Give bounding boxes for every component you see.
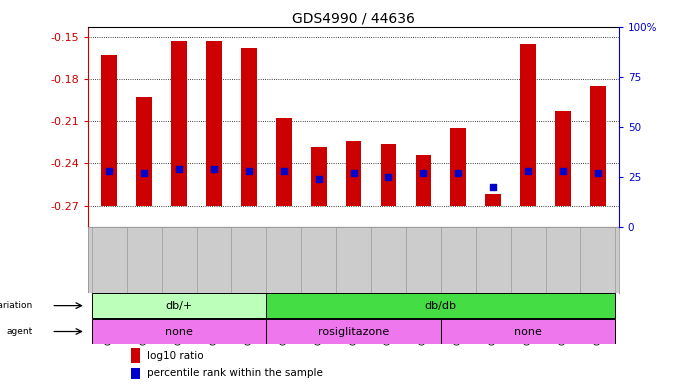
Point: [139, 170, 150, 176]
Point: [348, 170, 359, 176]
Text: db/db: db/db: [425, 301, 457, 311]
Bar: [131, 348, 140, 362]
Bar: [590, 86, 606, 206]
Title: GDS4990 / 44636: GDS4990 / 44636: [292, 12, 415, 26]
Bar: [311, 147, 326, 206]
Bar: [101, 55, 117, 206]
Text: rosiglitazone: rosiglitazone: [318, 326, 389, 336]
Point: [383, 174, 394, 180]
Text: db/+: db/+: [165, 301, 192, 311]
Bar: [137, 97, 152, 206]
Point: [209, 166, 220, 172]
Point: [592, 170, 603, 176]
Bar: [206, 41, 222, 206]
Bar: [520, 44, 536, 206]
Bar: [267, 293, 615, 318]
Bar: [267, 319, 441, 344]
Text: agent: agent: [6, 327, 33, 336]
Bar: [92, 319, 267, 344]
Point: [558, 168, 568, 174]
Text: none: none: [165, 326, 193, 336]
Point: [418, 170, 429, 176]
Bar: [276, 118, 292, 206]
Bar: [486, 194, 501, 206]
Bar: [450, 128, 466, 206]
Bar: [92, 293, 267, 318]
Point: [313, 176, 324, 182]
Point: [104, 168, 115, 174]
Bar: [241, 48, 257, 206]
Text: none: none: [514, 326, 542, 336]
Text: percentile rank within the sample: percentile rank within the sample: [147, 368, 322, 378]
Bar: [555, 111, 571, 206]
Bar: [171, 41, 187, 206]
Bar: [345, 141, 362, 206]
Point: [243, 168, 254, 174]
Point: [523, 168, 534, 174]
Point: [488, 184, 498, 190]
Text: genotype/variation: genotype/variation: [0, 301, 33, 310]
Bar: [381, 144, 396, 206]
Bar: [131, 368, 140, 379]
Bar: [415, 155, 431, 206]
Point: [453, 170, 464, 176]
Bar: [441, 319, 615, 344]
Point: [278, 168, 289, 174]
Point: [173, 166, 184, 172]
Text: log10 ratio: log10 ratio: [147, 351, 203, 361]
